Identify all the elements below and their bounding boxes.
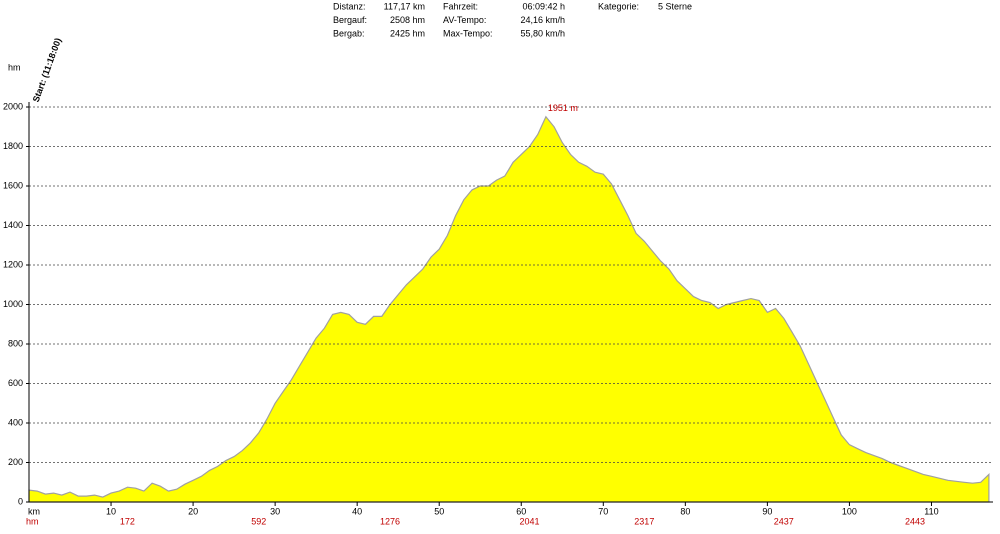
stat-value: 117,17 km <box>384 1 425 11</box>
stat-label: Fahrzeit: <box>443 1 478 11</box>
peak-label: 1951 m <box>548 103 578 113</box>
stat-label: Bergauf: <box>333 15 367 25</box>
y-tick-label: 2000 <box>3 101 23 111</box>
x-tick-label: 50 <box>434 506 444 516</box>
stat-value: 24,16 km/h <box>520 15 565 25</box>
x-tick-label: 110 <box>924 506 938 516</box>
ascent-value: 172 <box>120 516 135 526</box>
ascent-value: 2437 <box>774 516 794 526</box>
y-tick-label: 800 <box>8 338 23 348</box>
y-tick-label: 400 <box>8 417 23 427</box>
y-tick-label: 1400 <box>3 220 23 230</box>
stat-value: 06:09:42 h <box>522 1 565 11</box>
start-label: Start: (11:18:00) <box>31 37 63 104</box>
ascent-value: 2317 <box>634 516 654 526</box>
stat-label: AV-Tempo: <box>443 15 486 25</box>
x-tick-label: 20 <box>188 506 198 516</box>
x-tick-label: 80 <box>680 506 690 516</box>
y-axis-label: hm <box>8 62 21 72</box>
ascent-value: 2041 <box>519 516 539 526</box>
y-tick-label: 1600 <box>3 180 23 190</box>
x-axis-label: km <box>28 506 40 516</box>
y-tick-label: 1000 <box>3 299 23 309</box>
ascent-value: 1276 <box>380 516 400 526</box>
y-tick-label: 1800 <box>3 141 23 151</box>
x-tick-label: 30 <box>270 506 280 516</box>
y-tick-label: 0 <box>18 496 23 506</box>
x-tick-label: 100 <box>842 506 857 516</box>
stat-label: Bergab: <box>333 28 365 38</box>
ascent-value: 592 <box>251 516 266 526</box>
elevation-area <box>28 115 990 503</box>
stat-label: Max-Tempo: <box>443 28 493 38</box>
ascent-value: 2443 <box>905 516 925 526</box>
y-tick-label: 600 <box>8 378 23 388</box>
x-tick-label: 60 <box>516 506 526 516</box>
x-tick-label: 90 <box>762 506 772 516</box>
ascent-label: hm <box>26 516 39 526</box>
x-tick-label: 70 <box>598 506 608 516</box>
stat-label: Distanz: <box>333 1 366 11</box>
x-tick-label: 10 <box>106 506 116 516</box>
stat-value: 55,80 km/h <box>520 28 565 38</box>
x-tick-label: 40 <box>352 506 362 516</box>
y-tick-label: 1200 <box>3 259 23 269</box>
stat-label: Kategorie: <box>598 1 639 11</box>
stat-value: 2425 hm <box>390 28 425 38</box>
y-tick-label: 200 <box>8 457 23 467</box>
stat-value: 5 Sterne <box>658 1 692 11</box>
stat-value: 2508 hm <box>390 15 425 25</box>
